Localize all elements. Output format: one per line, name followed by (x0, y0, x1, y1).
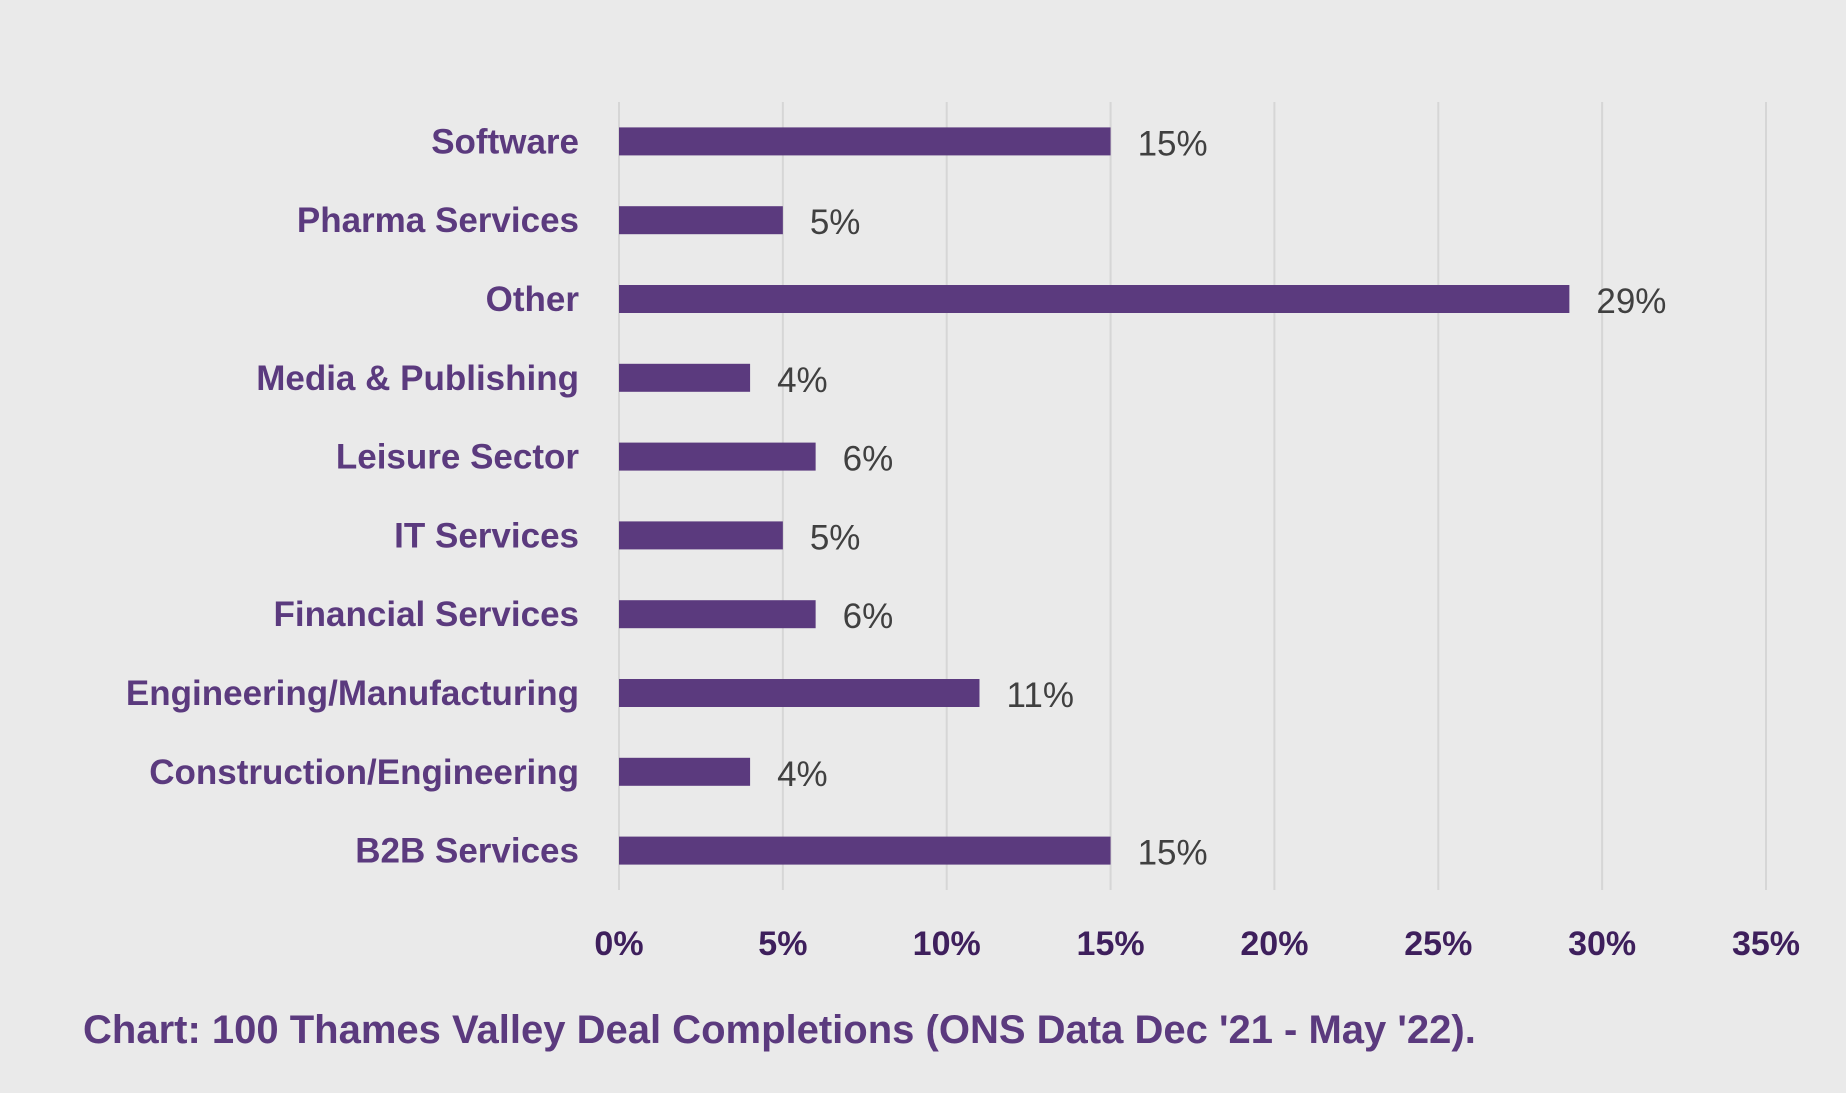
category-label: IT Services (394, 516, 579, 555)
category-label: Media & Publishing (256, 359, 579, 398)
category-label: Pharma Services (297, 201, 579, 240)
data-label: 4% (777, 755, 828, 794)
bar (619, 442, 816, 471)
chart-caption: Chart: 100 Thames Valley Deal Completion… (83, 1008, 1476, 1052)
bar (619, 127, 1111, 156)
data-label: 6% (843, 440, 894, 479)
x-tick-label: 10% (913, 925, 981, 963)
x-tick-label: 5% (758, 925, 807, 963)
bar (619, 521, 783, 550)
data-label: 29% (1596, 282, 1666, 321)
bar (619, 285, 1570, 313)
bar (619, 363, 751, 392)
x-tick-label: 20% (1240, 925, 1308, 963)
category-label: Engineering/Manufacturing (126, 674, 579, 713)
category-label: Software (431, 122, 579, 161)
category-label: Financial Services (274, 595, 579, 634)
bar (619, 757, 751, 786)
x-tick-label: 0% (594, 925, 643, 963)
category-label: B2B Services (355, 832, 579, 871)
bar (619, 836, 1111, 865)
data-label: 6% (843, 597, 894, 636)
data-label: 5% (810, 203, 861, 242)
bar (619, 206, 783, 235)
x-tick-label: 15% (1077, 925, 1145, 963)
x-tick-label: 35% (1732, 925, 1800, 963)
category-label: Construction/Engineering (149, 753, 579, 792)
data-label: 4% (777, 361, 828, 400)
category-label: Other (486, 280, 580, 319)
bar (619, 679, 980, 707)
x-tick-label: 30% (1568, 925, 1636, 963)
category-label: Leisure Sector (336, 438, 580, 477)
data-label: 11% (1006, 676, 1073, 715)
x-tick-label: 25% (1404, 925, 1472, 963)
bar (619, 600, 816, 629)
data-label: 15% (1138, 834, 1208, 873)
data-label: 5% (810, 518, 861, 557)
data-label: 15% (1138, 124, 1208, 163)
